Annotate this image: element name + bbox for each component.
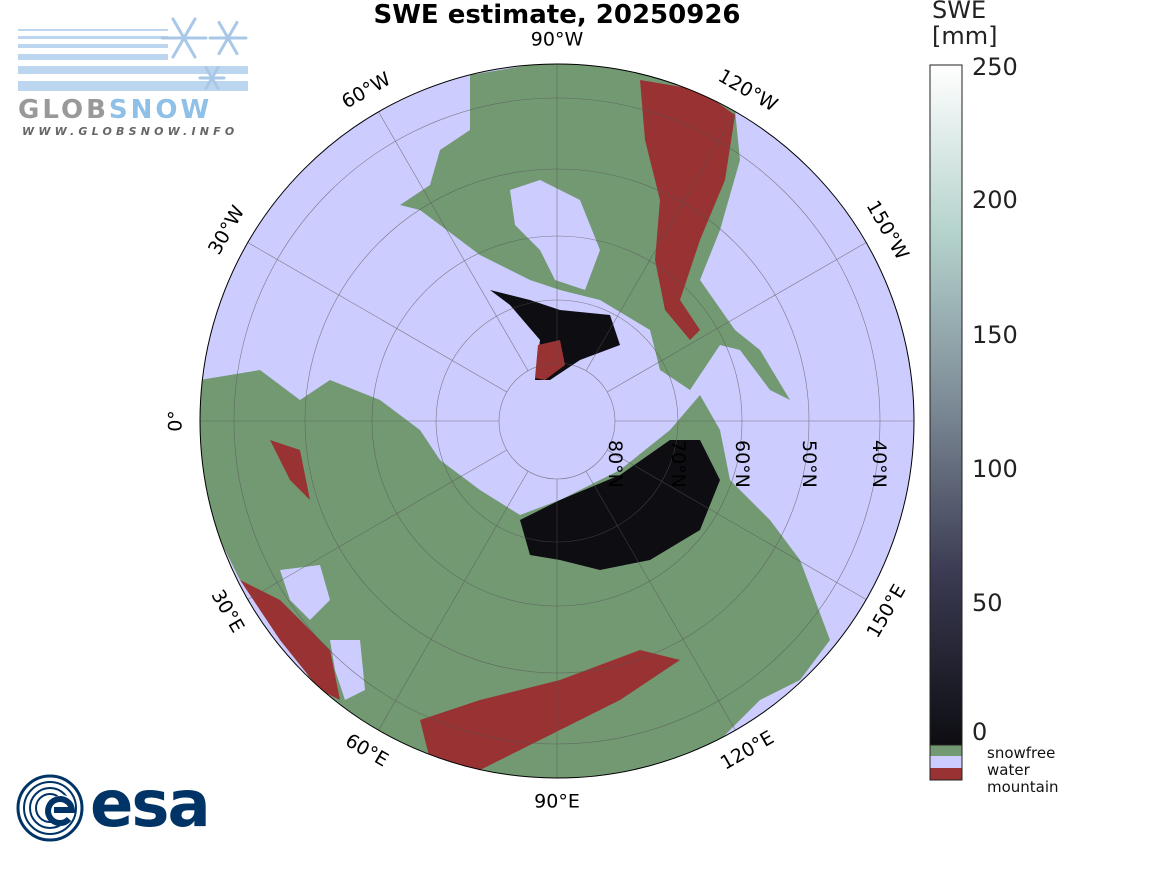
colorbar-tick: 200 bbox=[972, 186, 1018, 214]
mountain-greenland bbox=[535, 340, 565, 380]
meridian-label: 90°W bbox=[531, 29, 584, 51]
colorbar-tick: 0 bbox=[972, 718, 988, 746]
esa-wordmark: esa bbox=[90, 768, 211, 842]
colorbar-snowfree bbox=[930, 745, 962, 756]
map-title: SWE estimate, 20250926 bbox=[373, 0, 741, 30]
meridian-line bbox=[247, 242, 507, 393]
parallel-label-80: 80°N bbox=[604, 440, 626, 488]
esa-logo bbox=[16, 774, 84, 842]
meridian-line bbox=[607, 449, 867, 600]
colorbar-title-unit: [mm] bbox=[932, 22, 998, 50]
lake-hudson-bay bbox=[510, 180, 600, 290]
colorbar-tick: 250 bbox=[972, 53, 1018, 81]
map-disk bbox=[200, 64, 914, 778]
parallel-label-40: 40°N bbox=[868, 440, 890, 488]
legend-snowfree: snowfree bbox=[987, 744, 1056, 762]
colorbar-mountain bbox=[930, 768, 962, 780]
meridian-label: 90°E bbox=[534, 791, 580, 813]
globsnow-wordmark: GLOBSNOW bbox=[18, 97, 212, 123]
parallel-label-60: 60°N bbox=[731, 440, 753, 488]
legend-mountain: mountain bbox=[987, 778, 1059, 796]
meridian-label: 30°W bbox=[204, 202, 249, 259]
snow-siberia bbox=[520, 440, 720, 570]
land-greenland bbox=[490, 290, 620, 380]
colorbar-title-line: SWE bbox=[932, 0, 987, 24]
colorbar-water bbox=[930, 756, 962, 768]
meridian-label: 60°W bbox=[338, 68, 395, 113]
water-caspian bbox=[330, 640, 365, 700]
meridian-line bbox=[607, 242, 867, 393]
globsnow-url: WWW.GLOBSNOW.INFO bbox=[22, 125, 239, 138]
meridian-line bbox=[247, 449, 507, 600]
snowflake-icon bbox=[198, 66, 226, 90]
meridian-line bbox=[378, 471, 529, 731]
water-baltic bbox=[280, 565, 330, 620]
colorbar-tick: 100 bbox=[972, 455, 1018, 483]
mountain-europe bbox=[240, 580, 340, 700]
graticule bbox=[200, 64, 914, 778]
globsnow-word-snow: SNOW bbox=[108, 95, 213, 125]
mountain-rockies bbox=[640, 80, 735, 340]
globsnow-logo bbox=[18, 17, 248, 91]
colorbar-gradient bbox=[929, 64, 963, 746]
mountain-scandinavia bbox=[270, 440, 310, 500]
colorbar-tick: 150 bbox=[972, 321, 1018, 349]
parallel-label-50: 50°N bbox=[798, 440, 820, 488]
meridian-label: 60°E bbox=[341, 730, 392, 772]
legend-water: water bbox=[987, 761, 1030, 779]
meridian-label: 30°E bbox=[207, 586, 249, 637]
parallel-label-70: 70°N bbox=[667, 440, 689, 488]
snowflake-icon bbox=[208, 20, 248, 56]
mountain-central-asia bbox=[420, 650, 680, 770]
meridian-line bbox=[585, 111, 736, 371]
map-border bbox=[199, 63, 915, 779]
colorbar-tick: 50 bbox=[972, 589, 1003, 617]
globsnow-word-glob: GLOB bbox=[18, 95, 109, 125]
meridian-line bbox=[585, 471, 736, 731]
colorbar-title: SWE [mm] bbox=[932, 0, 997, 49]
snowflake-icon bbox=[160, 17, 208, 59]
meridian-line bbox=[378, 111, 529, 371]
meridian-label: 0° bbox=[165, 410, 187, 432]
